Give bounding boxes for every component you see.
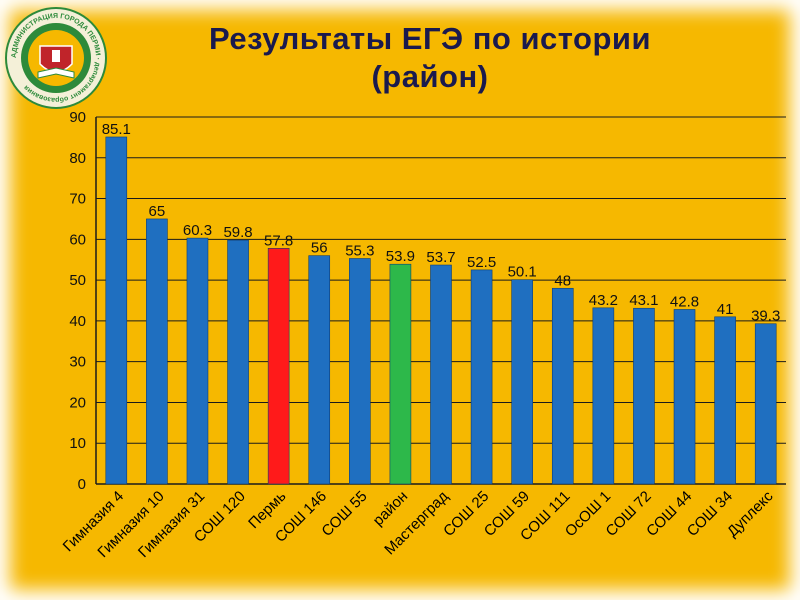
bar	[186, 237, 209, 485]
page-title: Результаты ЕГЭ по истории (район)	[170, 20, 690, 96]
title-line-1: Результаты ЕГЭ по истории	[208, 21, 652, 56]
bar	[430, 264, 452, 485]
bar	[105, 136, 128, 485]
bar	[267, 248, 290, 485]
data-label: 52.5	[467, 254, 496, 271]
y-tick-label: 40	[69, 313, 86, 330]
data-label: 50.1	[508, 264, 537, 281]
bar	[389, 263, 412, 485]
data-label: 53.9	[386, 248, 415, 265]
bar	[551, 287, 574, 485]
bar	[754, 323, 777, 485]
y-tick-label: 20	[69, 394, 86, 411]
y-tick-label: 60	[69, 231, 86, 248]
data-label: 59.8	[223, 224, 252, 241]
data-label: 43.2	[589, 292, 618, 309]
bar	[714, 316, 736, 485]
data-label: 43.1	[629, 292, 658, 309]
data-label: 60.3	[183, 222, 212, 239]
bar	[511, 279, 533, 485]
x-tick-label: СОШ 55	[318, 488, 370, 540]
y-tick-label: 0	[78, 476, 86, 493]
y-tick-label: 50	[69, 272, 86, 289]
data-label: 41	[717, 301, 734, 318]
administration-emblem-icon: АДМИНИСТРАЦИЯ ГОРОДА ПЕРМИ · департамент…	[5, 7, 107, 109]
data-label: 39.3	[751, 308, 780, 325]
bar	[633, 307, 655, 485]
bar	[146, 218, 168, 485]
y-tick-label: 10	[69, 435, 86, 452]
data-label: 65	[149, 203, 166, 220]
y-tick-label: 90	[69, 109, 86, 126]
bar	[308, 255, 331, 485]
y-tick-label: 80	[69, 150, 86, 167]
y-tick-label: 30	[69, 354, 86, 371]
bar	[470, 269, 493, 485]
data-label: 53.7	[426, 249, 455, 266]
bar	[673, 309, 696, 485]
data-label: 55.3	[345, 242, 374, 259]
x-tick-label: Дуплекс	[724, 487, 777, 540]
data-label: 42.8	[670, 293, 699, 310]
bar	[227, 239, 249, 485]
data-label: 85.1	[102, 121, 131, 138]
data-label: 57.8	[264, 232, 293, 249]
data-label: 56	[311, 240, 328, 257]
y-tick-label: 70	[69, 191, 86, 208]
bar	[592, 307, 615, 485]
title-line-2: (район)	[371, 59, 489, 94]
data-label: 48	[554, 272, 571, 289]
bar	[349, 258, 371, 485]
